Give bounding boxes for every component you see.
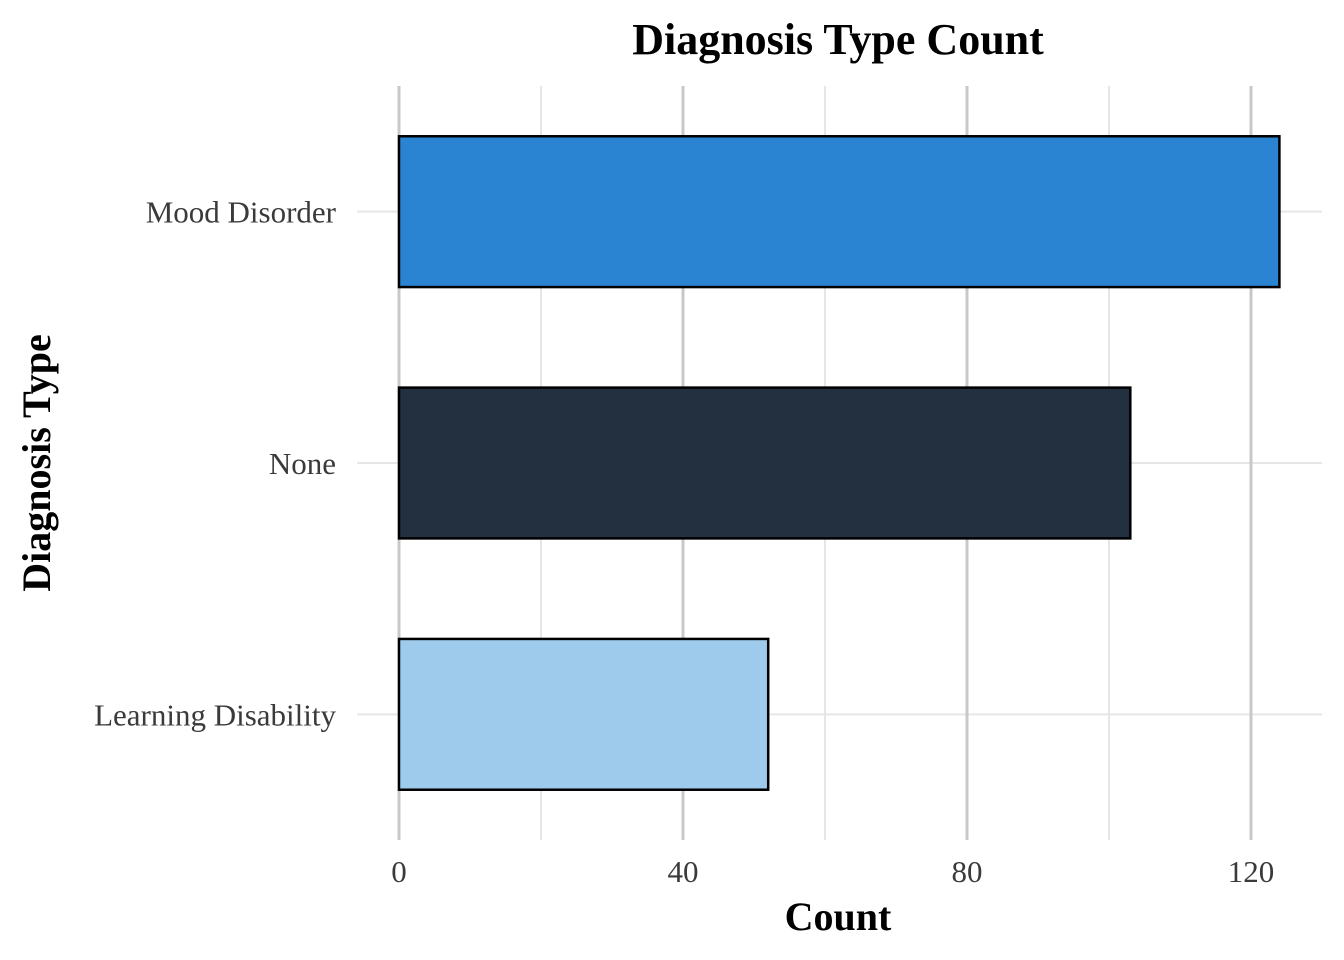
y-tick-label: None	[269, 446, 336, 481]
x-axis-title: Count	[785, 894, 892, 939]
x-tick-label: 120	[1228, 854, 1275, 889]
chart-title: Diagnosis Type Count	[632, 15, 1044, 64]
bar-mood-disorder	[397, 135, 1281, 289]
y-tick-label: Learning Disability	[94, 697, 336, 732]
bar-learning-disability	[397, 637, 770, 791]
bar-none	[397, 386, 1132, 540]
x-tick-label: 40	[668, 854, 699, 889]
x-tick-label: 80	[952, 854, 983, 889]
y-tick-labels: Learning Disability None Mood Disorder	[94, 195, 337, 733]
y-axis-title: Diagnosis Type	[14, 334, 59, 591]
bars	[397, 135, 1281, 791]
x-tick-label: 0	[391, 854, 407, 889]
x-tick-labels: 0 40 80 120	[391, 854, 1274, 889]
y-tick-label: Mood Disorder	[146, 195, 337, 230]
